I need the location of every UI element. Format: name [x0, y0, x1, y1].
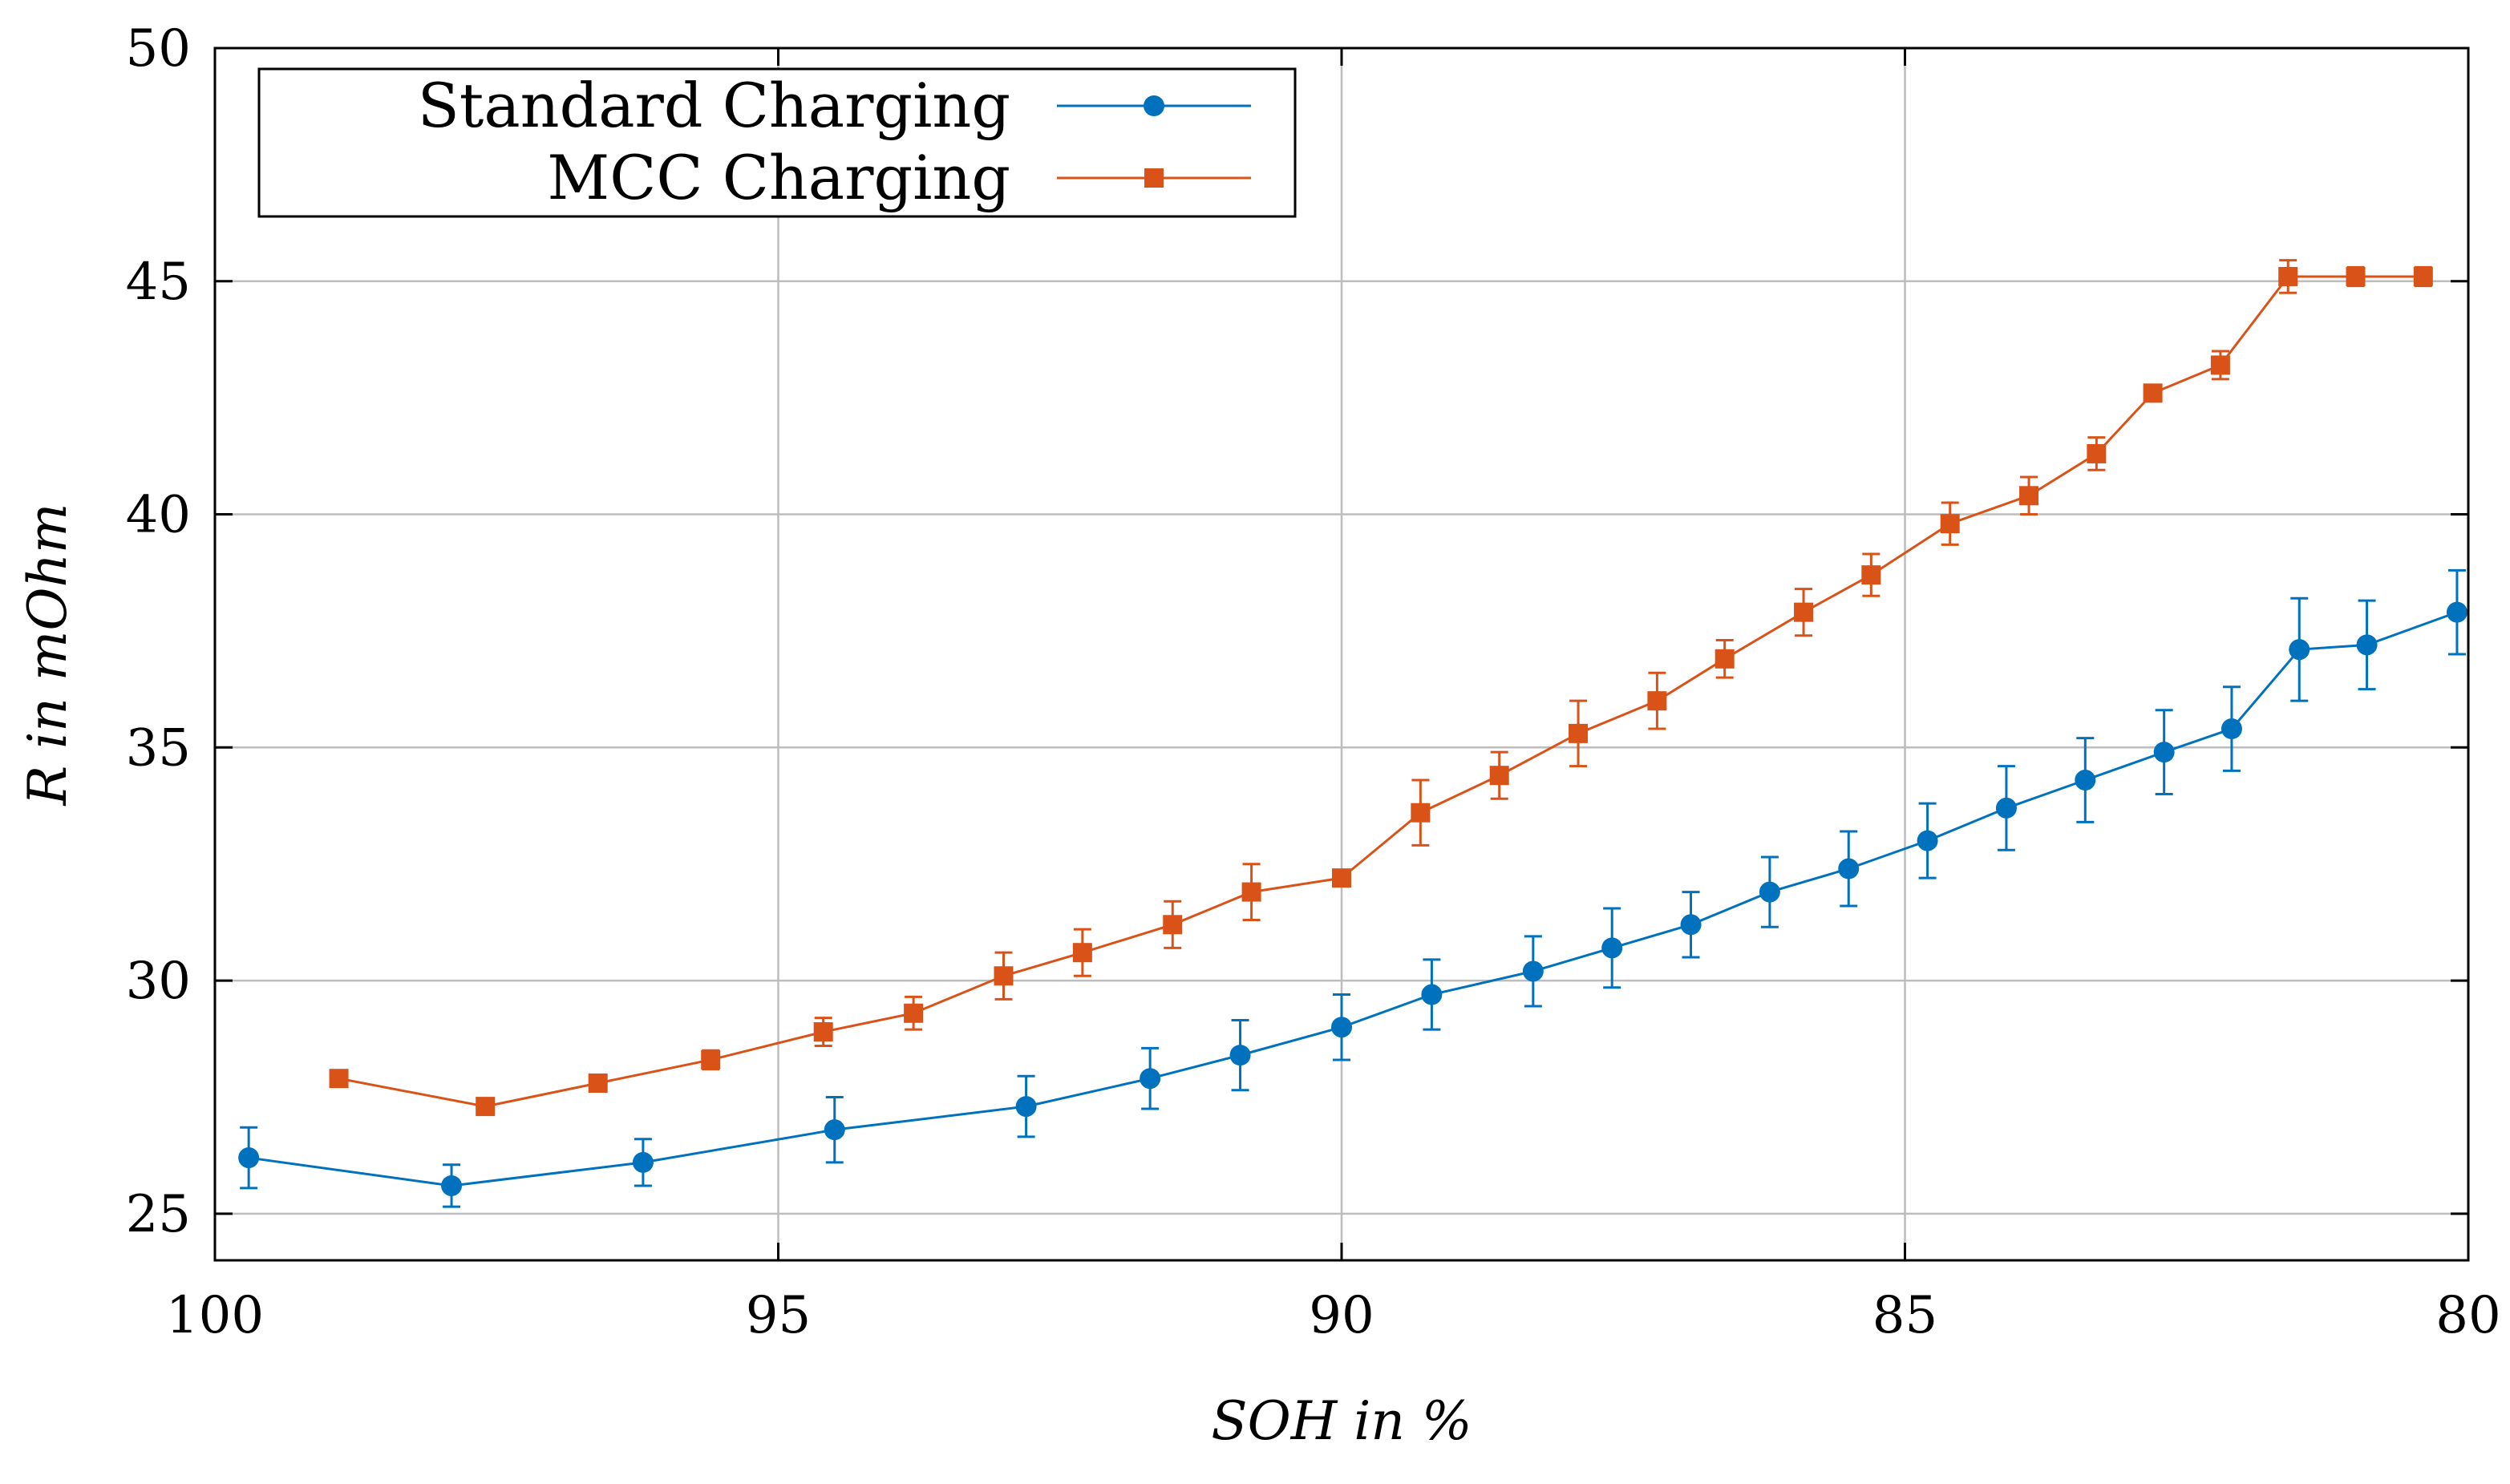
data-point-standard-charging	[1601, 937, 1623, 959]
data-point-mcc-charging	[2143, 383, 2163, 403]
data-point-standard-charging	[1522, 960, 1544, 982]
data-point-mcc-charging	[1163, 915, 1183, 935]
data-point-mcc-charging	[1332, 868, 1351, 888]
data-point-mcc-charging	[1489, 766, 1509, 786]
legend-sample-mcc-charging	[1057, 168, 1251, 188]
data-point-standard-charging	[1140, 1068, 1161, 1090]
data-point-standard-charging	[238, 1147, 260, 1169]
series-mcc-charging	[329, 259, 2433, 1117]
data-point-standard-charging	[1331, 1017, 1352, 1038]
legend-sample-standard-charging	[1057, 95, 1251, 116]
data-point-mcc-charging	[2087, 443, 2107, 463]
data-point-mcc-charging	[588, 1074, 608, 1094]
data-point-mcc-charging	[1861, 565, 1881, 585]
data-point-mcc-charging	[1714, 649, 1735, 669]
y-tick-label: 50	[126, 19, 191, 79]
data-point-standard-charging	[1680, 914, 1702, 936]
data-point-standard-charging	[2289, 639, 2310, 661]
y-tick-label: 35	[126, 718, 191, 778]
y-tick-label: 40	[126, 486, 191, 545]
data-point-standard-charging	[2446, 601, 2467, 623]
data-point-standard-charging	[1759, 881, 1780, 903]
data-point-standard-charging	[2221, 718, 2242, 740]
data-point-mcc-charging	[2210, 355, 2230, 375]
legend-marker	[1144, 168, 1164, 188]
data-point-mcc-charging	[1241, 882, 1261, 902]
legend-marker	[1144, 95, 1164, 116]
data-point-mcc-charging	[2413, 266, 2433, 286]
legend-label-standard-charging: Standard Charging	[418, 70, 1010, 141]
data-point-mcc-charging	[701, 1049, 721, 1070]
x-tick-label: 90	[1309, 1286, 1374, 1345]
y-tick-label: 30	[126, 952, 191, 1011]
data-point-standard-charging	[1015, 1096, 1037, 1118]
data-point-mcc-charging	[2346, 266, 2366, 286]
legend: Standard Charging MCC Charging	[257, 67, 1297, 218]
grid-lines	[215, 48, 2468, 1260]
y-tick-label: 25	[126, 1185, 191, 1244]
x-tick-label: 100	[166, 1286, 264, 1345]
data-point-standard-charging	[1421, 984, 1443, 1005]
data-point-mcc-charging	[2019, 486, 2039, 506]
data-point-mcc-charging	[904, 1003, 924, 1023]
series-line-mcc-charging	[338, 275, 2423, 1108]
legend-label-mcc-charging: MCC Charging	[547, 142, 1010, 213]
y-axis-title: R in mOhm	[17, 503, 79, 806]
data-point-standard-charging	[441, 1175, 463, 1196]
series-line-standard-charging	[248, 611, 2458, 1187]
x-tick-label: 95	[746, 1286, 811, 1345]
axis-ticks: 100 95 90 85 80 25 30 35 40 45 50	[126, 19, 2501, 1345]
data-point-standard-charging	[2075, 770, 2096, 791]
data-point-standard-charging	[2153, 742, 2175, 763]
data-point-mcc-charging	[1647, 691, 1667, 711]
series-standard-charging	[238, 568, 2467, 1208]
data-point-mcc-charging	[329, 1069, 349, 1089]
data-point-standard-charging	[1838, 858, 1860, 879]
data-point-mcc-charging	[1794, 602, 1814, 622]
data-point-mcc-charging	[1411, 803, 1431, 823]
data-point-mcc-charging	[476, 1097, 496, 1117]
data-point-standard-charging	[824, 1119, 845, 1141]
data-point-standard-charging	[1229, 1045, 1251, 1066]
data-point-mcc-charging	[1569, 723, 1589, 743]
data-point-mcc-charging	[994, 966, 1014, 986]
data-point-mcc-charging	[813, 1022, 833, 1042]
x-tick-label: 85	[1872, 1286, 1937, 1345]
data-point-standard-charging	[2356, 634, 2378, 656]
data-point-standard-charging	[1917, 830, 1938, 851]
data-point-standard-charging	[1995, 797, 2017, 819]
legend-box	[257, 67, 1297, 218]
data-point-mcc-charging	[2278, 266, 2298, 286]
x-tick-label: 80	[2435, 1286, 2500, 1345]
data-point-mcc-charging	[1072, 943, 1092, 963]
series-layer	[238, 259, 2467, 1208]
x-axis-title: SOH in %	[1211, 1390, 1472, 1452]
y-tick-label: 45	[126, 253, 191, 312]
data-point-standard-charging	[632, 1151, 654, 1173]
data-point-mcc-charging	[1940, 514, 1960, 534]
